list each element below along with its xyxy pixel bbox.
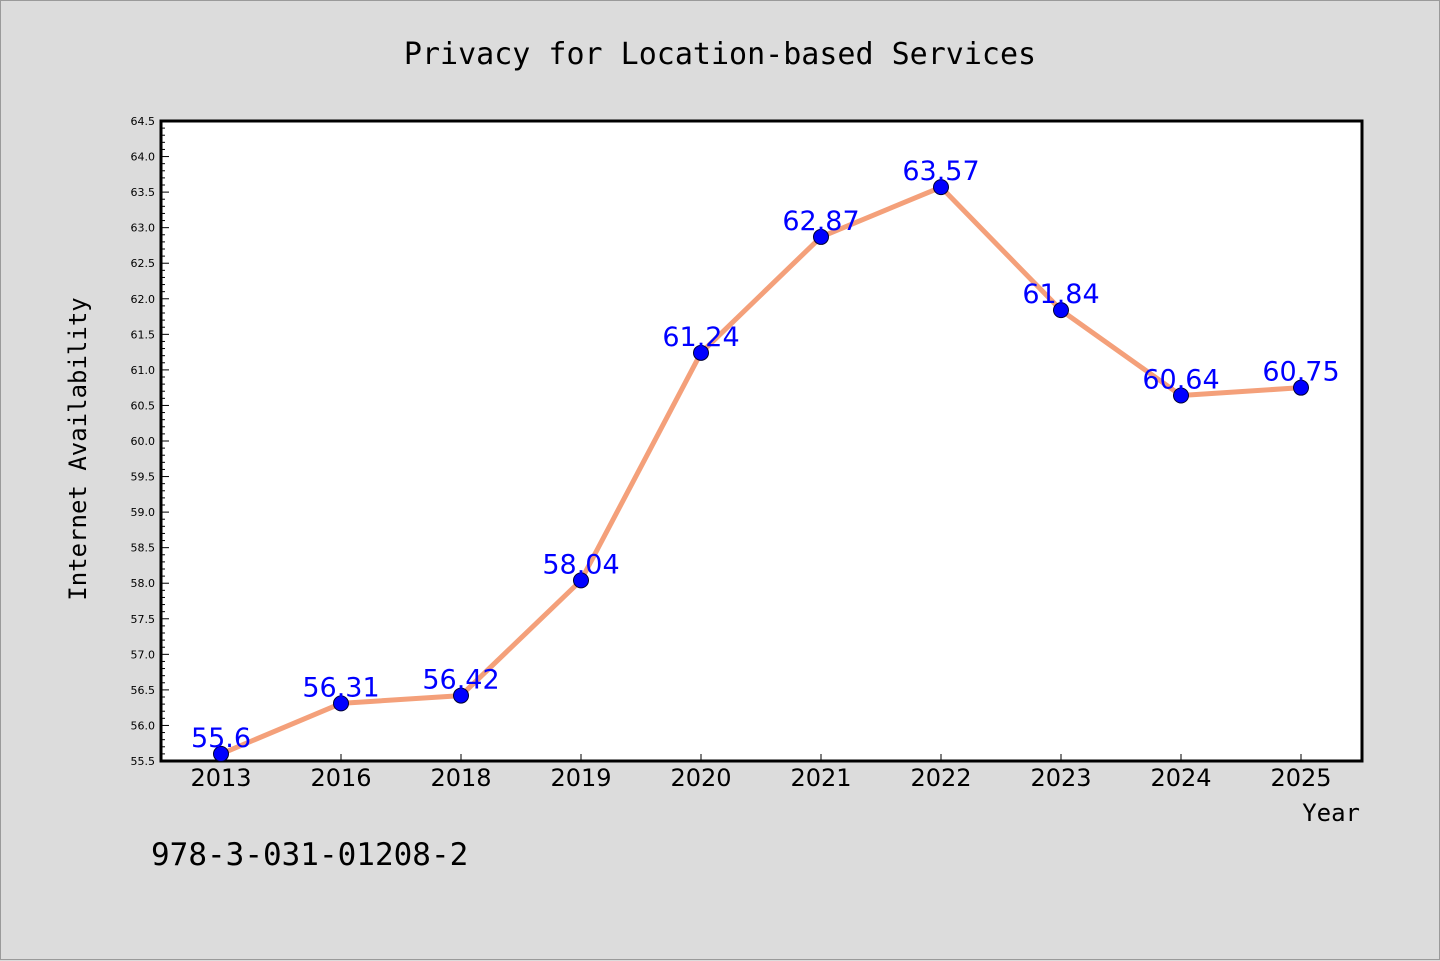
y-tick-label: 64.5 [131,115,156,128]
y-axis: 55.5 56.0 56.5 57.0 57.5 58.0 58.5 59.0 59.5 60.0… [131,115,169,768]
data-label: 63.57 [902,156,979,187]
y-tick-label: 60.5 [131,399,156,412]
data-label: 55.6 [191,723,251,754]
x-tick-label: 2022 [910,764,971,792]
x-tick-label: 2019 [550,764,611,792]
plot-area [159,119,1364,763]
data-label: 58.04 [542,549,619,580]
data-label: 60.64 [1142,364,1219,395]
data-label: 62.87 [782,206,859,237]
y-tick-label: 63.0 [131,222,156,235]
y-tick-label: 58.0 [131,577,156,590]
data-label: 60.75 [1262,357,1339,388]
x-axis: 2013 2016 2018 2019 2020 2021 2022 2023 2024 2025 [190,754,1332,792]
data-point [333,695,349,712]
x-tick-label: 2021 [790,764,851,792]
y-tick-label: 62.5 [131,257,156,270]
data-point [933,179,949,196]
y-tick-label: 56.0 [131,719,156,732]
x-tick-label: 2016 [310,764,371,792]
y-tick-label: 59.0 [131,506,156,519]
x-tick-label: 2023 [1030,764,1091,792]
data-point [453,687,469,704]
data-point [1293,379,1309,396]
y-tick-label: 57.5 [131,613,156,626]
y-tick-label: 60.0 [131,435,156,448]
x-axis-label: Year [1302,799,1360,827]
data-label: 56.42 [422,665,499,696]
data-labels: 55.6 56.31 56.42 58.04 61.24 62.87 63.57 61.84 6… [191,156,1340,754]
x-tick-label: 2013 [190,764,251,792]
data-point [1173,387,1189,404]
y-tick-label: 55.5 [131,755,156,768]
y-tick-label: 63.5 [131,186,156,199]
footnote-isbn: 978-3-031-01208-2 [151,837,468,873]
y-tick-label: 64.0 [131,151,156,164]
y-axis-label: Internet Availability [64,297,92,600]
x-tick-label: 2025 [1270,764,1331,792]
x-tick-label: 2020 [670,764,731,792]
data-point [813,228,829,245]
data-point [693,344,709,361]
data-markers [213,179,1309,762]
data-label: 56.31 [302,672,379,703]
data-point [573,572,589,589]
y-tick-label: 56.5 [131,684,156,697]
y-tick-label: 57.0 [131,648,156,661]
x-tick-label: 2018 [430,764,491,792]
y-tick-label: 61.0 [131,364,156,377]
data-label: 61.84 [1022,279,1099,310]
y-tick-label: 62.0 [131,293,156,306]
data-point [1053,302,1069,319]
data-label: 61.24 [662,322,739,353]
x-tick-label: 2024 [1150,764,1211,792]
y-tick-label: 59.5 [131,471,156,484]
series-line [218,184,1304,757]
data-point [213,745,229,762]
chart-title: Privacy for Location-based Services [404,37,1036,72]
y-tick-label: 61.5 [131,328,156,341]
y-tick-label: 58.5 [131,542,156,555]
